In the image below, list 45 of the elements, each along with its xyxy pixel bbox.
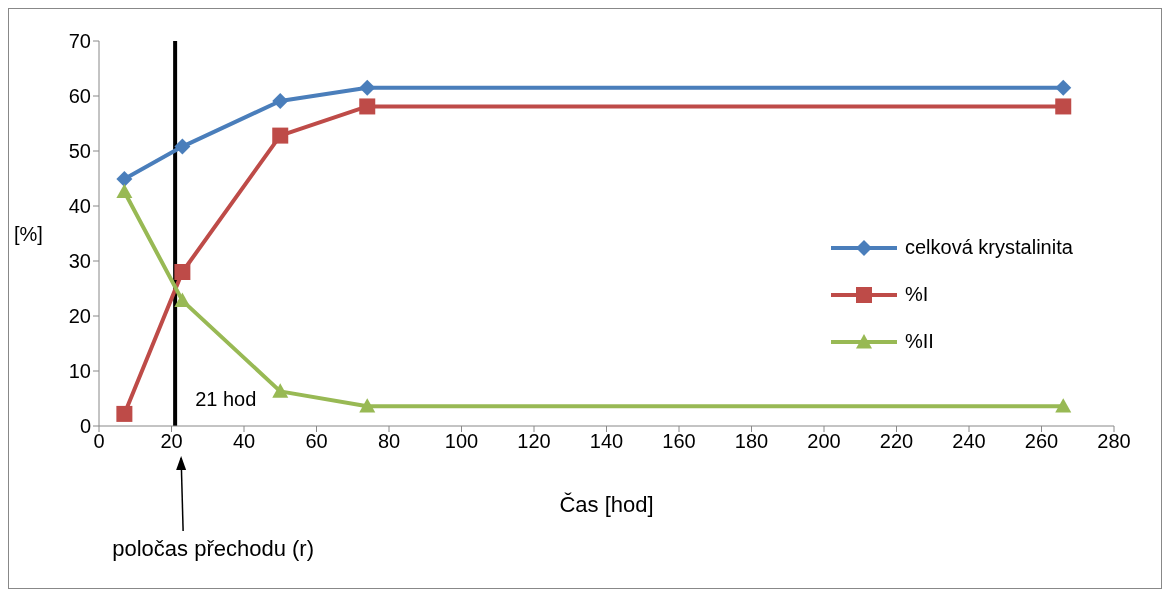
point xyxy=(359,98,376,115)
x-axis-title: Čas [hod] xyxy=(559,491,654,517)
ref-line-label: 21 hod xyxy=(195,388,257,410)
x-tick-label: 220 xyxy=(879,430,914,453)
x-tick-label: 40 xyxy=(232,430,256,453)
point xyxy=(116,171,133,188)
point xyxy=(174,138,191,155)
point xyxy=(174,292,191,307)
x-tick-label: 60 xyxy=(305,430,328,453)
point xyxy=(1055,79,1072,96)
legend-label: celková krystalinita xyxy=(905,236,1073,259)
point xyxy=(272,127,289,144)
x-tick-label: 0 xyxy=(93,430,105,453)
text: poločas přechodu (r) xyxy=(112,536,315,561)
point xyxy=(116,183,133,199)
legend-label: %II xyxy=(905,330,934,353)
x-tick-label: 260 xyxy=(1024,430,1059,453)
y-tick-label: 60 xyxy=(68,85,91,108)
point xyxy=(359,79,376,96)
y-tick-label: 50 xyxy=(68,140,91,163)
point xyxy=(1055,398,1072,413)
x-tick-label: 80 xyxy=(377,430,401,453)
y-tick-label: 70 xyxy=(68,30,91,53)
point xyxy=(272,383,289,398)
point xyxy=(1055,98,1072,115)
x-tick-label: 240 xyxy=(952,430,986,453)
point xyxy=(272,92,289,109)
x-tick-label: 180 xyxy=(734,430,769,453)
y-tick-label: 0 xyxy=(79,415,91,438)
x-tick-label: 280 xyxy=(1097,430,1131,453)
point xyxy=(174,264,191,280)
point xyxy=(359,398,376,413)
y-axis-title: [%] xyxy=(14,222,43,245)
y-tick-label: 30 xyxy=(68,250,91,273)
legend-label: %I xyxy=(905,283,929,306)
x-tick-label: 200 xyxy=(807,430,841,453)
point xyxy=(116,405,133,422)
x-tick-label: 160 xyxy=(662,430,696,453)
y-tick-label: 10 xyxy=(68,360,91,383)
x-tick-label: 120 xyxy=(517,430,551,453)
y-tick-label: 40 xyxy=(68,195,91,218)
x-tick-label: 20 xyxy=(160,430,183,453)
x-tick-label: 100 xyxy=(444,430,479,453)
y-tick-label: 20 xyxy=(68,305,91,328)
x-tick-label: 140 xyxy=(589,430,624,453)
